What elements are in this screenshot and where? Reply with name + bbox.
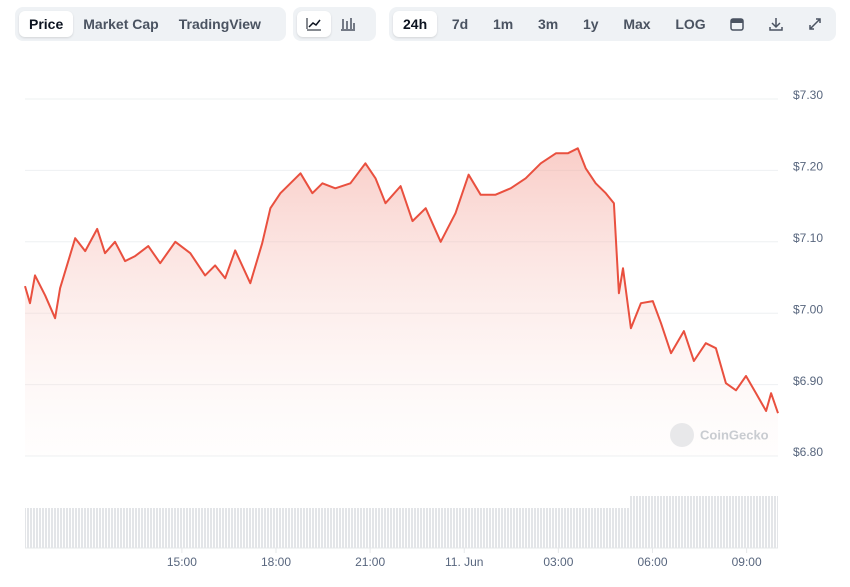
tab[interactable]: 1y	[583, 16, 599, 32]
watermark: CoinGecko	[670, 423, 769, 447]
tab[interactable]: 7d	[451, 16, 469, 32]
volume-strip	[630, 496, 778, 548]
y-tick-label: $7.20	[793, 160, 823, 174]
expand-icon[interactable]	[798, 11, 832, 37]
y-tick-label: $6.80	[793, 445, 823, 459]
candle-icon[interactable]	[331, 11, 365, 37]
x-tick-label: 09:00	[732, 555, 762, 569]
calendar-icon[interactable]	[720, 11, 754, 37]
range-tabs: 24h 7d 1m 3m 1y Max LOG	[389, 7, 836, 41]
chart-style	[293, 7, 376, 41]
x-tick-label: 11. Jun	[445, 555, 483, 569]
price-line	[24, 147, 779, 414]
price-area	[25, 148, 778, 457]
tab[interactable]: Price	[19, 11, 74, 37]
x-tick-label: 06:00	[637, 555, 667, 569]
tab[interactable]: 24h	[393, 11, 438, 37]
y-tick-label: $7.10	[793, 231, 823, 245]
x-tick-label: 15:00	[167, 555, 197, 569]
tab[interactable]: 1m	[493, 16, 514, 32]
line-icon[interactable]	[297, 11, 331, 37]
x-tick-label: 18:00	[261, 555, 291, 569]
download-icon[interactable]	[759, 11, 793, 37]
tab[interactable]: 3m	[538, 16, 559, 32]
tab[interactable]: Market Cap	[83, 16, 159, 32]
x-tick-label: 03:00	[543, 555, 573, 569]
y-tick-label: $6.90	[793, 374, 823, 388]
watermark-text: CoinGecko	[700, 427, 769, 442]
tab[interactable]: Max	[623, 16, 651, 32]
tab[interactable]: TradingView	[178, 16, 261, 32]
x-tick-label: 21:00	[355, 555, 385, 569]
view-tabs: Price Market Cap TradingView	[15, 7, 286, 41]
y-tick-label: $7.00	[793, 302, 823, 316]
tab[interactable]: LOG	[675, 16, 706, 32]
y-tick-label: $7.30	[793, 88, 823, 102]
